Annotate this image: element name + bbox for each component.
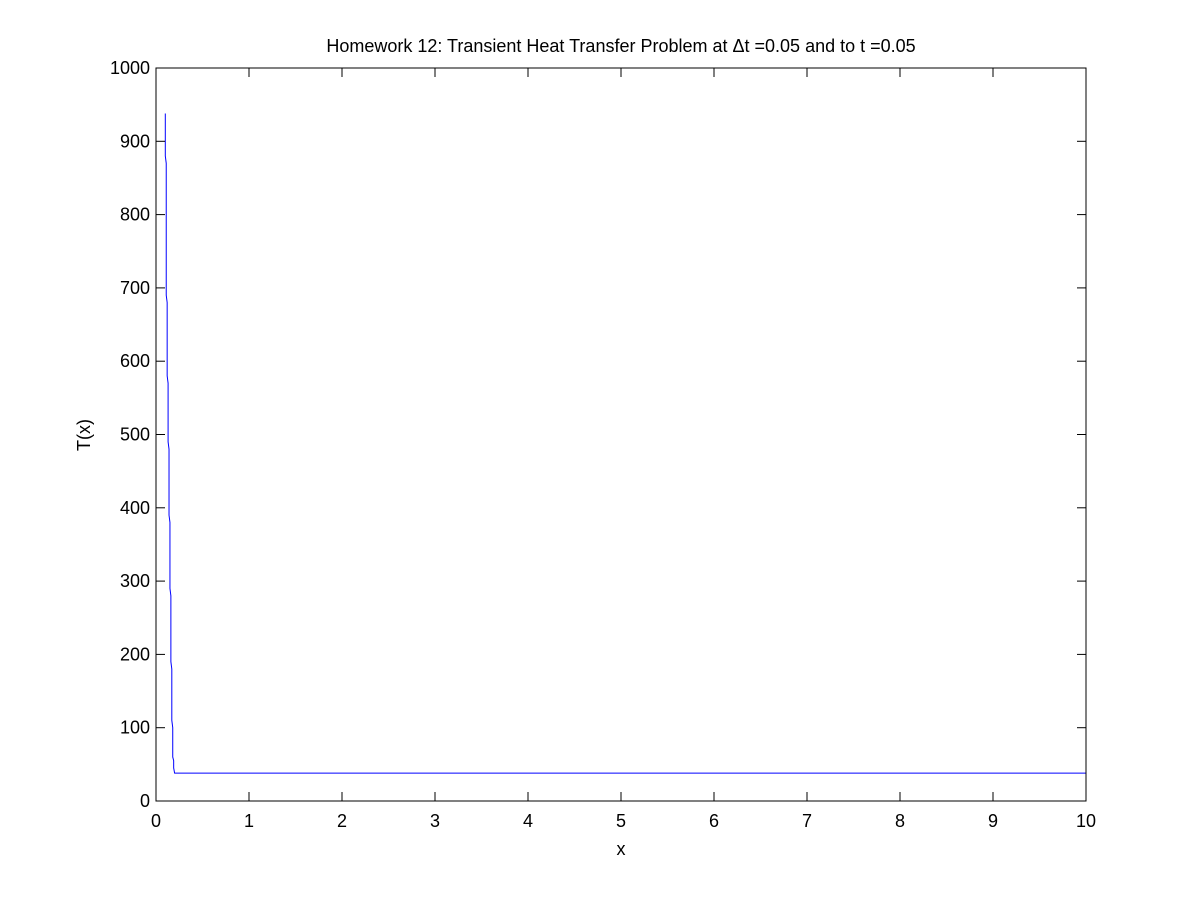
chart-title: Homework 12: Transient Heat Transfer Pro… <box>326 36 915 56</box>
x-tick-label: 7 <box>802 811 812 831</box>
x-tick-label: 4 <box>523 811 533 831</box>
y-tick-label: 100 <box>120 718 150 738</box>
x-tick-label: 2 <box>337 811 347 831</box>
y-tick-label: 900 <box>120 131 150 151</box>
axes-background <box>156 68 1086 801</box>
axes-box <box>155 67 1087 802</box>
series-layer <box>164 113 1086 774</box>
series-line <box>164 113 1086 774</box>
x-tick-label: 9 <box>988 811 998 831</box>
x-tick-label: 6 <box>709 811 719 831</box>
y-tick-label: 800 <box>120 205 150 225</box>
x-tick-label: 10 <box>1076 811 1096 831</box>
x-tick-label: 5 <box>616 811 626 831</box>
y-axis-label: T(x) <box>74 419 94 451</box>
x-tick-label: 1 <box>244 811 254 831</box>
y-tick-label: 700 <box>120 278 150 298</box>
y-tick-label: 300 <box>120 571 150 591</box>
y-tick-label: 600 <box>120 351 150 371</box>
y-tick-label: 1000 <box>110 58 150 78</box>
y-tick-label: 0 <box>140 791 150 811</box>
y-tick-label: 400 <box>120 498 150 518</box>
x-axis-label: x <box>617 839 626 859</box>
y-tick-label: 200 <box>120 644 150 664</box>
x-tick-label: 8 <box>895 811 905 831</box>
x-tick-label: 0 <box>151 811 161 831</box>
x-tick-label: 3 <box>430 811 440 831</box>
tick-layer: 0 1 2 3 4 5 6 7 8 9 100100200300400500600700800900… <box>110 58 1096 831</box>
y-tick-label: 500 <box>120 425 150 445</box>
